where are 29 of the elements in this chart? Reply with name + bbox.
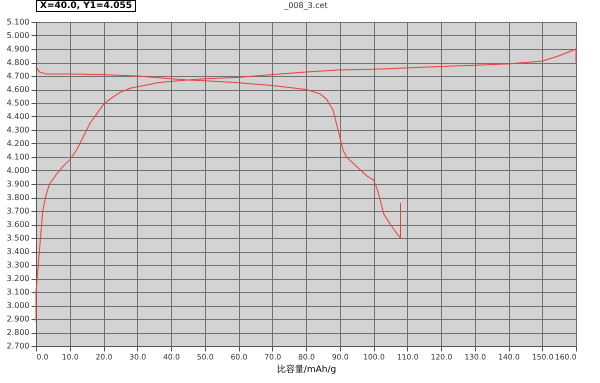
y-tick-label: 3.300 xyxy=(6,260,30,270)
y-tick-label: 5.000 xyxy=(6,31,30,40)
y-tick-label: 3.600 xyxy=(6,220,30,229)
y-tick-label: 4.500 xyxy=(6,98,30,108)
y-tick-label: 5.100 xyxy=(6,18,30,26)
y-tick-label: 4.700 xyxy=(6,72,30,80)
y-tick-label: 4.200 xyxy=(6,139,30,148)
y-tick-label: 3.100 xyxy=(6,288,30,296)
y-tick-label: 3.800 xyxy=(6,193,30,202)
y-tick-label: 3.900 xyxy=(6,180,30,188)
y-tick-label: 2.900 xyxy=(6,314,30,324)
y-tick-label: 3.500 xyxy=(6,234,30,242)
chart-title: _008_3.cet xyxy=(283,1,328,10)
line-series xyxy=(36,48,576,322)
x-axis-title: 比容量/mAh/g xyxy=(276,364,336,375)
y-tick-label: 4.100 xyxy=(6,152,30,162)
y-tick-label: 3.200 xyxy=(6,274,30,283)
y-tick-label: 3.000 xyxy=(6,301,30,310)
y-tick-label: 4.300 xyxy=(6,126,30,134)
text: X=40.0, Y1=4.055 xyxy=(36,0,136,12)
y-tick-label: 2.800 xyxy=(6,328,30,337)
y-tick-label: 4.000 xyxy=(6,166,30,175)
y-tick-label: 4.600 xyxy=(6,85,30,94)
y-tick-label: 4.800 xyxy=(6,58,30,67)
y-tick-label: 3.400 xyxy=(6,247,30,256)
y-tick-label: 2.700 xyxy=(6,342,30,350)
y-tick-label: 4.400 xyxy=(6,112,30,121)
y-tick-label: 4.900 xyxy=(6,44,30,54)
y-tick-label: 3.700 xyxy=(6,206,30,216)
